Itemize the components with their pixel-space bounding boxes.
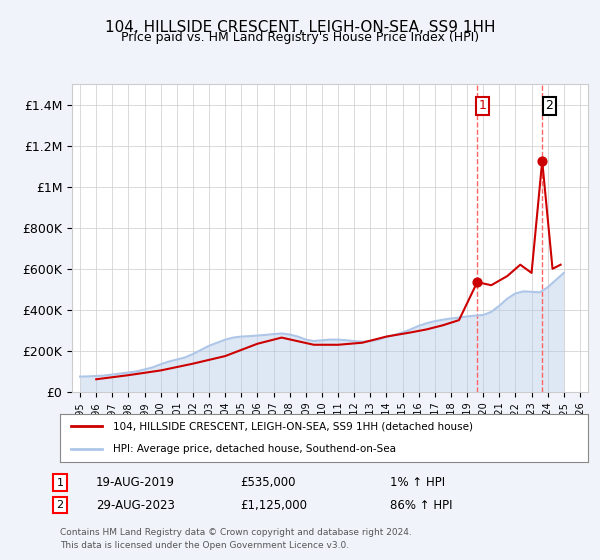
- Text: HPI: Average price, detached house, Southend-on-Sea: HPI: Average price, detached house, Sout…: [113, 444, 396, 454]
- Text: 86% ↑ HPI: 86% ↑ HPI: [390, 498, 452, 512]
- Text: 1% ↑ HPI: 1% ↑ HPI: [390, 476, 445, 489]
- Text: 104, HILLSIDE CRESCENT, LEIGH-ON-SEA, SS9 1HH (detached house): 104, HILLSIDE CRESCENT, LEIGH-ON-SEA, SS…: [113, 421, 473, 431]
- Text: 29-AUG-2023: 29-AUG-2023: [96, 498, 175, 512]
- Text: 1: 1: [479, 99, 487, 112]
- Text: 2: 2: [545, 99, 553, 112]
- Text: Price paid vs. HM Land Registry's House Price Index (HPI): Price paid vs. HM Land Registry's House …: [121, 31, 479, 44]
- Point: [538, 156, 547, 165]
- Text: Contains HM Land Registry data © Crown copyright and database right 2024.
This d: Contains HM Land Registry data © Crown c…: [60, 529, 412, 550]
- Text: 19-AUG-2019: 19-AUG-2019: [96, 476, 175, 489]
- Text: 1: 1: [56, 478, 64, 488]
- Text: 104, HILLSIDE CRESCENT, LEIGH-ON-SEA, SS9 1HH: 104, HILLSIDE CRESCENT, LEIGH-ON-SEA, SS…: [105, 20, 495, 35]
- Text: £535,000: £535,000: [240, 476, 296, 489]
- Text: 2: 2: [56, 500, 64, 510]
- Point: [472, 278, 482, 287]
- Text: £1,125,000: £1,125,000: [240, 498, 307, 512]
